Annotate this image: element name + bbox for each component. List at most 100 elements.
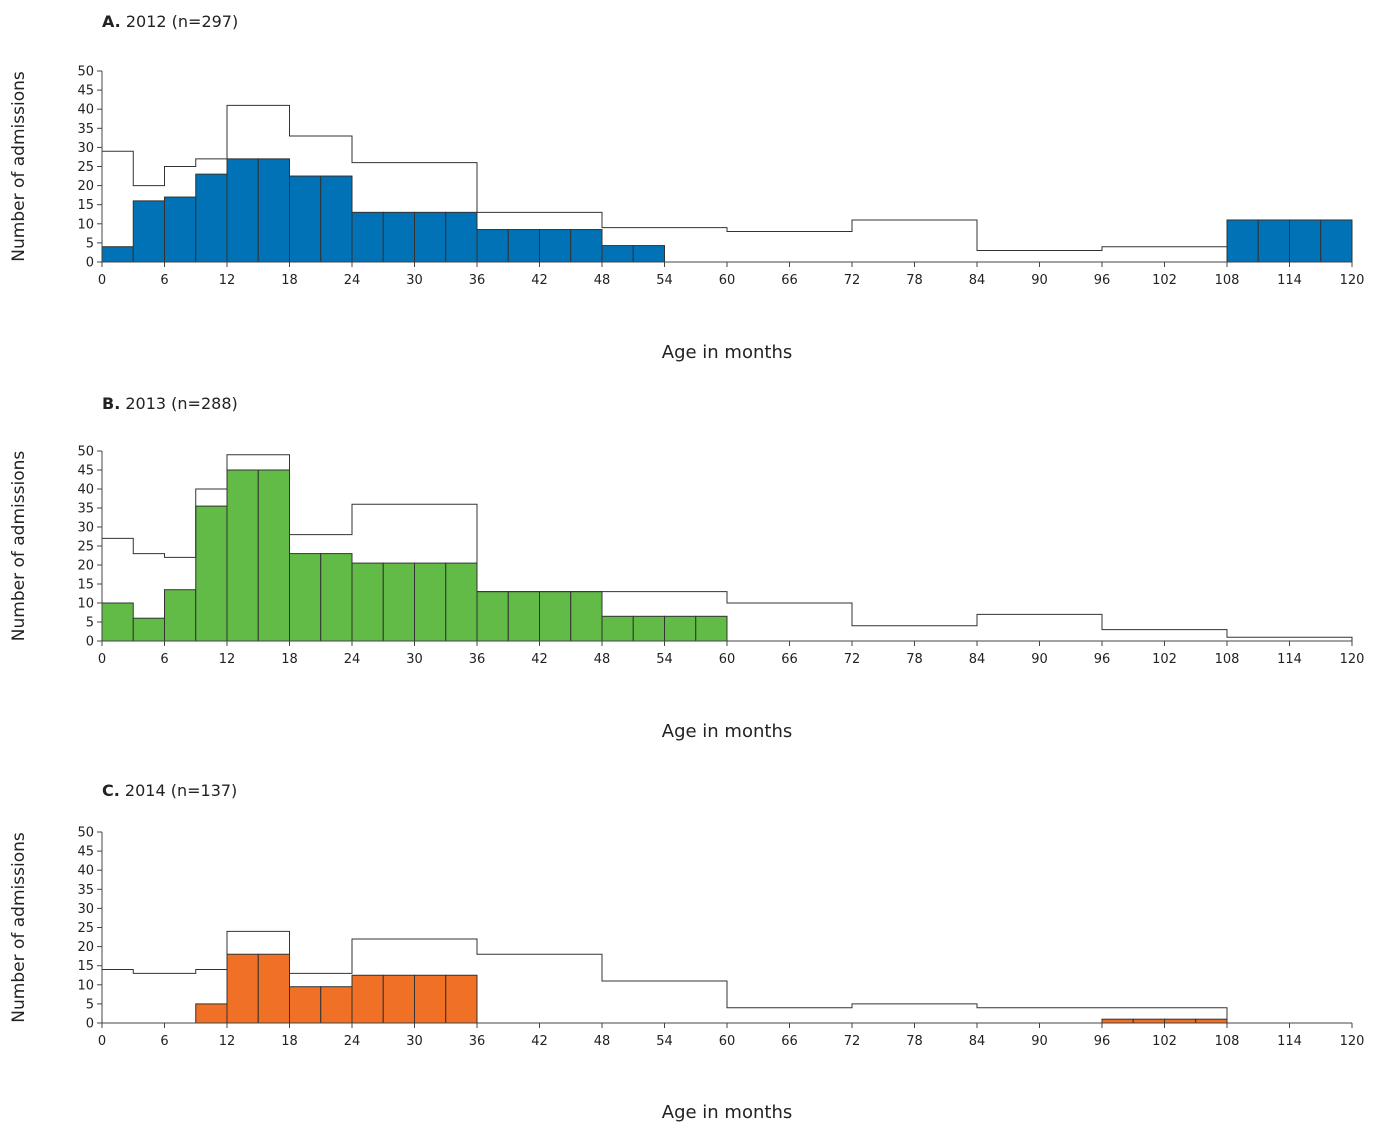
histogram-bar <box>382 211 415 263</box>
histogram-bar <box>601 615 634 642</box>
histogram-bar <box>601 245 634 263</box>
histogram-bar <box>570 229 603 263</box>
chart-title: A. 2012 (n=297) <box>102 12 238 31</box>
x-tick-label: 24 <box>344 1034 361 1049</box>
histogram-bar <box>289 175 322 263</box>
x-tick-label: 120 <box>1340 652 1365 667</box>
y-tick-label: 0 <box>86 1017 94 1032</box>
histogram-bar <box>507 229 540 263</box>
x-tick-label: 90 <box>1031 1034 1048 1049</box>
y-tick-label: 20 <box>77 940 94 955</box>
x-tick-label: 114 <box>1277 652 1302 667</box>
x-tick-label: 24 <box>344 652 361 667</box>
histogram-bar <box>226 469 259 642</box>
y-tick-label: 45 <box>77 84 94 99</box>
panel-letter: C. <box>102 781 120 800</box>
x-tick-label: 48 <box>594 1034 611 1049</box>
x-tick-label: 102 <box>1152 652 1177 667</box>
histogram-bar <box>414 211 447 263</box>
x-tick-label: 78 <box>906 273 923 288</box>
x-tick-label: 78 <box>906 1034 923 1049</box>
x-tick-label: 6 <box>160 273 168 288</box>
histogram-bar <box>257 953 290 1024</box>
histogram-bar <box>257 158 290 263</box>
histogram-bar <box>351 974 384 1024</box>
y-tick-label: 45 <box>77 464 94 479</box>
x-tick-label: 84 <box>969 273 986 288</box>
panel-title: 2013 (n=288) <box>120 394 237 413</box>
panel-letter: A. <box>102 12 121 31</box>
y-tick-label: 25 <box>77 540 94 555</box>
x-tick-label: 108 <box>1215 1034 1240 1049</box>
histogram-bar <box>351 562 384 642</box>
panel-b: B. 2013 (n=288) Number of admissions Age i… <box>9 394 1364 742</box>
y-axis-label: Number of admissions <box>9 451 29 642</box>
histogram-bar <box>320 986 353 1024</box>
x-tick-label: 12 <box>219 652 236 667</box>
x-tick-label: 108 <box>1215 652 1240 667</box>
x-tick-label: 102 <box>1152 1034 1177 1049</box>
x-axis-label: Age in months <box>662 342 792 363</box>
y-tick-label: 5 <box>86 616 94 631</box>
x-tick-label: 120 <box>1340 1034 1365 1049</box>
histogram-bar <box>445 211 478 263</box>
x-tick-label: 66 <box>781 652 798 667</box>
x-tick-label: 114 <box>1277 1034 1302 1049</box>
histogram-bar <box>320 553 353 642</box>
y-tick-label: 35 <box>77 122 94 137</box>
panel-letter: B. <box>102 394 120 413</box>
x-tick-label: 30 <box>406 652 423 667</box>
histogram-bar <box>226 953 259 1024</box>
y-tick-label: 50 <box>77 65 94 80</box>
y-tick-label: 50 <box>77 445 94 460</box>
x-tick-label: 84 <box>969 652 986 667</box>
y-tick-label: 30 <box>77 141 94 156</box>
x-tick-label: 90 <box>1031 652 1048 667</box>
histogram-bar <box>320 175 353 263</box>
y-tick-label: 5 <box>86 997 94 1012</box>
x-tick-label: 78 <box>906 652 923 667</box>
x-tick-label: 18 <box>281 273 298 288</box>
x-tick-label: 60 <box>719 273 736 288</box>
chart-title: B. 2013 (n=288) <box>102 394 238 413</box>
y-tick-label: 25 <box>77 921 94 936</box>
histogram-bar <box>1226 219 1259 263</box>
y-tick-label: 35 <box>77 502 94 517</box>
histogram-bar <box>132 200 165 263</box>
histogram-bar <box>132 617 165 642</box>
histogram-bar <box>695 615 728 642</box>
histogram-bar <box>445 562 478 642</box>
x-tick-label: 12 <box>219 273 236 288</box>
x-tick-label: 42 <box>531 273 548 288</box>
y-tick-label: 20 <box>77 559 94 574</box>
outline-series <box>102 454 1353 641</box>
histogram-bar <box>1195 1018 1228 1024</box>
panel-c: C. 2014 (n=137) Number of admissions Age i… <box>9 781 1364 1123</box>
histogram-bar <box>1132 1018 1165 1024</box>
outline-series <box>102 930 1228 1023</box>
histogram-bar <box>289 553 322 642</box>
histogram-bar <box>101 602 134 642</box>
x-tick-label: 54 <box>656 273 673 288</box>
histogram-bar <box>382 974 415 1024</box>
panel-a: A. 2012 (n=297) Number of admissions Age i… <box>9 12 1364 363</box>
histogram-bar <box>632 245 665 263</box>
x-tick-label: 120 <box>1340 273 1365 288</box>
x-tick-label: 6 <box>160 1034 168 1049</box>
y-tick-label: 40 <box>77 864 94 879</box>
histogram-bar <box>539 591 572 642</box>
x-tick-label: 72 <box>844 652 861 667</box>
chart-title: C. 2014 (n=137) <box>102 781 237 800</box>
x-tick-label: 66 <box>781 273 798 288</box>
histogram-bar <box>570 591 603 642</box>
x-tick-label: 90 <box>1031 273 1048 288</box>
histogram-bar <box>1164 1018 1197 1024</box>
histogram-bar <box>1257 219 1290 263</box>
x-tick-label: 96 <box>1094 1034 1111 1049</box>
x-axis-label: Age in months <box>662 1102 792 1123</box>
histogram-bar <box>195 173 228 263</box>
y-tick-label: 30 <box>77 902 94 917</box>
x-tick-label: 18 <box>281 652 298 667</box>
histogram-bar <box>476 229 509 263</box>
